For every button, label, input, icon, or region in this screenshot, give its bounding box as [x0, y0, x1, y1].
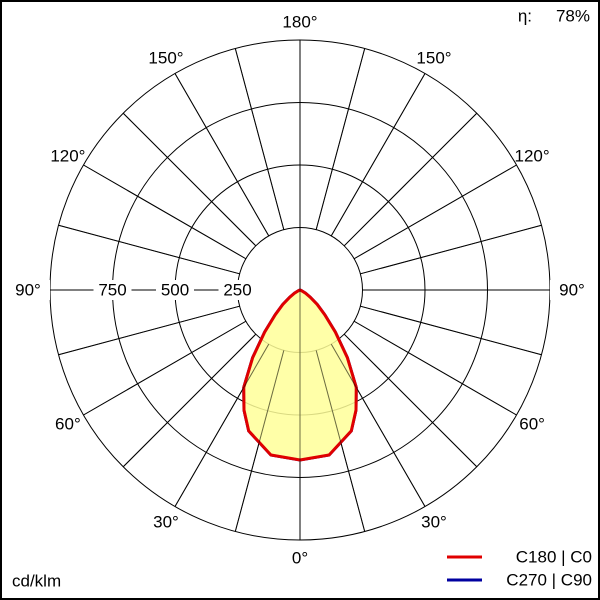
- grid-spoke-overlay: [122, 112, 257, 247]
- angle-label: 150°: [148, 48, 183, 67]
- grid-spoke-overlay: [353, 164, 517, 260]
- angle-label-bg: [550, 280, 594, 300]
- grid-spoke-overlay: [343, 333, 478, 468]
- rtick-label: 250: [223, 280, 251, 299]
- angle-label-bg: [6, 280, 50, 300]
- angle-label: 30°: [421, 513, 447, 532]
- angle-label: 0°: [292, 548, 308, 567]
- angle-label: 90°: [559, 280, 585, 299]
- unit-label: cd/klm: [12, 571, 61, 590]
- rtick-label-bg: [93, 280, 132, 300]
- curves: [50, 40, 550, 540]
- grid-spoke-overlay: [315, 350, 366, 532]
- grid-spoke-overlay: [234, 48, 285, 230]
- angle-label: 120°: [50, 146, 85, 165]
- labels: 250 500 750 0° 30° 30° 60° 60° 90° 90° 120° 120° 150…: [6, 12, 594, 589]
- rtick-label: 500: [161, 280, 189, 299]
- grid-spoke-overlay: [360, 224, 542, 275]
- grid-spoke-overlay: [122, 333, 257, 468]
- grid-spoke-overlay: [353, 320, 517, 416]
- angle-label: 60°: [55, 414, 81, 433]
- rtick-label: 750: [98, 280, 126, 299]
- grid-spoke-overlay: [174, 73, 270, 237]
- grid-spoke-overlay: [234, 350, 285, 532]
- grid-spoke-overlay: [330, 343, 426, 507]
- angle-label: 150°: [416, 48, 451, 67]
- angle-label: 30°: [153, 513, 179, 532]
- grid-spoke-overlay: [174, 343, 270, 507]
- grid-spoke-overlay: [83, 164, 247, 260]
- angle-label: 180°: [282, 12, 317, 31]
- angle-label: 90°: [15, 280, 41, 299]
- grid-spoke-overlay: [58, 305, 240, 356]
- rtick-label-bg: [218, 280, 257, 300]
- legend-label: C180 | C0: [516, 547, 592, 566]
- angle-label: 120°: [515, 146, 550, 165]
- grid-spoke-overlay: [330, 73, 426, 237]
- grid-spoke-overlay: [58, 224, 240, 275]
- angle-label: 60°: [519, 414, 545, 433]
- legend-label: C270 | C90: [506, 570, 592, 589]
- grid-spoke-overlay: [315, 48, 366, 230]
- efficiency-label: η:: [518, 6, 532, 25]
- grid-spoke-overlay: [360, 305, 542, 356]
- rtick-label-bg: [156, 280, 194, 300]
- grid-spoke-overlay: [83, 320, 247, 416]
- grid-spoke-overlay: [343, 112, 478, 247]
- efficiency-value: 78%: [556, 6, 590, 25]
